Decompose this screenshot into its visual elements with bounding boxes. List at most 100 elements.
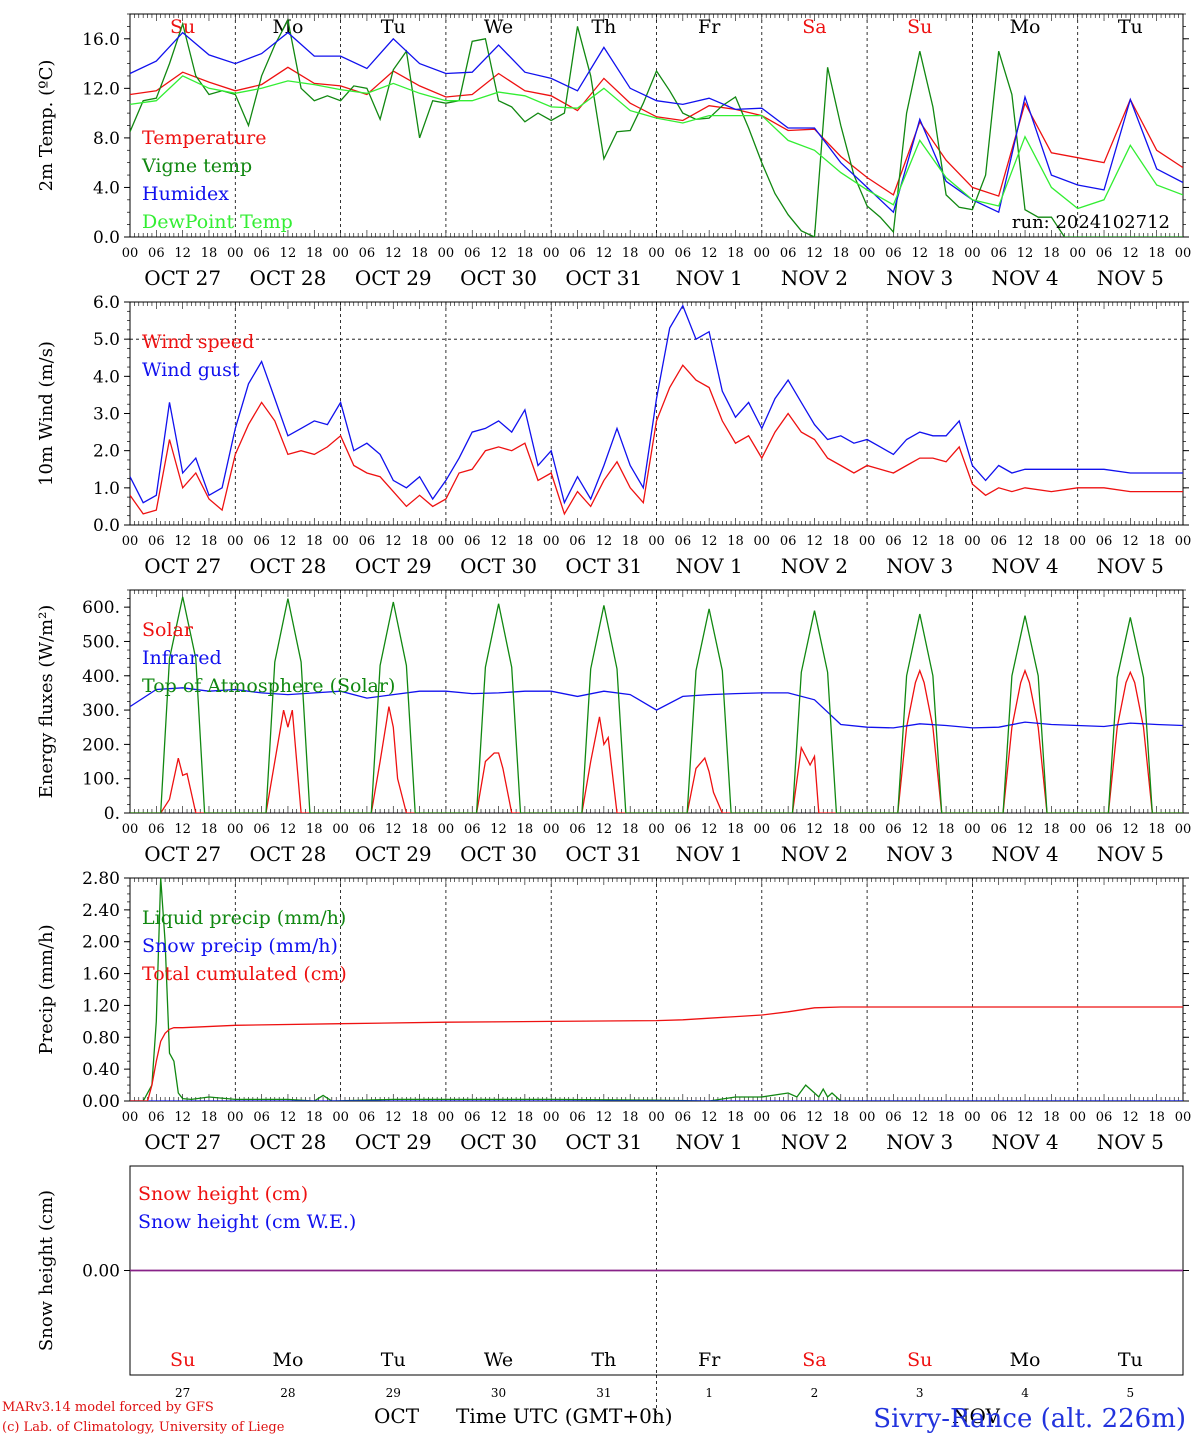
series-line [130,18,1183,237]
date-label: NOV 2 [781,554,848,578]
hour-tick-label: 18 [411,534,428,549]
date-label: OCT 28 [250,842,327,866]
hour-tick-label: 06 [464,246,481,261]
panel-1: 00 06 12 18 00 06 12 18 00 06 12 18 00 06 12 18 00 06 12 18… [36,13,1191,290]
weekday-label: Th [591,16,616,38]
hour-tick-label: 18 [622,822,639,837]
hour-tick-label: 00 [1069,1110,1086,1125]
day-number-label: 5 [1127,1386,1135,1400]
hour-tick-label: 12 [911,246,928,261]
date-label: NOV 4 [992,266,1059,290]
hour-tick-label: 00 [332,822,349,837]
hour-tick-label: 00 [754,246,771,261]
hour-tick-label: 18 [201,246,218,261]
legend-entry: Snow height (cm) [138,1183,308,1205]
day-number-label: 3 [916,1386,924,1400]
hour-tick-label: 06 [464,534,481,549]
legend-entry: Temperature [142,127,266,149]
weekday-label: Fr [698,16,721,38]
hour-tick-label: 18 [1043,534,1060,549]
date-label: OCT 28 [250,1130,327,1154]
hour-tick-label: 12 [174,534,191,549]
hour-tick-label: 12 [806,246,823,261]
hour-tick-label: 06 [1096,1110,1113,1125]
hour-tick-label: 00 [1175,1110,1192,1125]
hour-tick-label: 00 [648,246,665,261]
legend-entry: Solar [142,619,194,641]
hour-tick-label: 06 [885,534,902,549]
hour-tick-label: 12 [1017,1110,1034,1125]
date-label: NOV 3 [886,554,953,578]
hour-tick-label: 06 [1096,822,1113,837]
legend-entry: Vigne temp [141,155,252,177]
y-tick-label: 8.0 [93,129,120,149]
hour-tick-label: 12 [1017,534,1034,549]
legend-entry: Total cumulated (cm) [142,963,347,985]
weekday-label: Mo [272,1349,303,1371]
y-tick-label: 2.00 [82,933,120,953]
weekday-label: Tu [1118,1349,1143,1371]
legend-entry: Snow height (cm W.E.) [138,1211,356,1233]
hour-tick-label: 06 [885,246,902,261]
y-tick-label: 1.0 [93,479,120,499]
day-number-label: 28 [280,1386,295,1400]
hour-tick-label: 12 [490,1110,507,1125]
weekday-label: Mo [1010,1349,1041,1371]
y-tick-label: 2.0 [93,442,120,462]
series-line [130,31,1183,214]
date-label: OCT 29 [355,1130,432,1154]
panel-2: 00 06 12 18 00 06 12 18 00 06 12 18 00 06 12 18 00 06 12 18… [36,293,1191,578]
hour-tick-label: 00 [648,534,665,549]
hour-tick-label: 00 [1069,534,1086,549]
series-line [130,1006,1183,1101]
y-tick-label: 300. [82,701,120,721]
hour-tick-label: 06 [1096,246,1113,261]
hour-tick-label: 18 [201,822,218,837]
hour-tick-label: 00 [543,822,560,837]
weekday-label: Th [591,1349,616,1371]
hour-tick-label: 18 [938,822,955,837]
hour-tick-label: 18 [411,1110,428,1125]
date-label: NOV 4 [992,842,1059,866]
run-label: run: 2024102712 [1012,212,1170,233]
date-label: OCT 27 [144,842,221,866]
hour-tick-label: 00 [964,1110,981,1125]
hour-tick-label: 00 [1175,822,1192,837]
y-tick-label: 4.0 [93,367,120,387]
hour-tick-label: 12 [1017,822,1034,837]
day-number-label: 4 [1021,1386,1029,1400]
y-tick-label: 0.00 [82,1262,120,1282]
hour-tick-label: 06 [569,822,586,837]
date-label: NOV 3 [886,842,953,866]
date-label: OCT 31 [565,1130,642,1154]
date-label: OCT 31 [565,842,642,866]
hour-tick-label: 18 [306,822,323,837]
y-tick-label: 1.60 [82,965,120,985]
hour-tick-label: 00 [754,534,771,549]
hour-tick-label: 12 [806,1110,823,1125]
weekday-label: Tu [1118,16,1143,38]
hour-tick-label: 06 [359,1110,376,1125]
hour-tick-label: 12 [280,1110,297,1125]
lab-credit: (c) Lab. of Climatology, University of L… [2,1420,285,1435]
y-tick-label: 200. [82,735,120,755]
y-tick-label: 4.0 [93,178,120,198]
hour-tick-label: 00 [754,1110,771,1125]
series-line [130,364,1183,516]
hour-tick-label: 18 [517,534,534,549]
hour-tick-label: 06 [885,1110,902,1125]
hour-tick-label: 06 [675,822,692,837]
hour-tick-label: 06 [675,1110,692,1125]
hour-tick-label: 12 [490,534,507,549]
hour-tick-label: 18 [1148,534,1165,549]
hour-tick-label: 00 [648,1110,665,1125]
y-tick-label: 0.0 [93,228,120,248]
hour-tick-label: 00 [438,246,455,261]
hour-tick-label: 06 [569,1110,586,1125]
hour-tick-label: 06 [359,534,376,549]
hour-tick-label: 00 [227,534,244,549]
y-tick-label: 2.80 [82,869,120,889]
hour-tick-label: 06 [148,1110,165,1125]
hour-tick-label: 00 [438,1110,455,1125]
y-tick-label: 6.0 [93,293,120,313]
